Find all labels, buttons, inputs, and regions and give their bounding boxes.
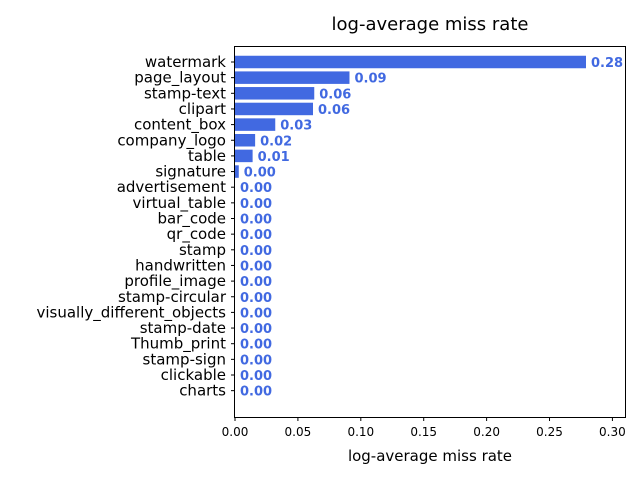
category-label: content_box [134, 116, 226, 135]
value-label: 0.00 [240, 275, 272, 290]
category-label: stamp [179, 241, 226, 259]
category-labels-group: watermarkpage_layoutstamp-textclipartcon… [36, 53, 235, 400]
bar-content_box [235, 118, 276, 131]
plot-area [234, 46, 626, 418]
category-label: page_layout [134, 69, 226, 88]
value-label: 0.00 [240, 338, 272, 353]
value-label: 0.00 [240, 353, 272, 368]
bar-stamp-text [235, 87, 315, 100]
x-axis-label: log-average miss rate [348, 447, 512, 465]
value-label: 0.02 [260, 134, 292, 149]
x-tick-label: 0.25 [536, 425, 563, 439]
category-label: advertisement [117, 178, 226, 196]
value-label: 0.03 [280, 119, 312, 134]
chart-title: log-average miss rate [332, 14, 529, 35]
value-label: 0.00 [240, 385, 272, 400]
value-label: 0.00 [240, 197, 272, 212]
category-label: bar_code [157, 210, 226, 229]
category-label: visually_different_objects [36, 303, 226, 322]
x-tick-label: 0.00 [222, 425, 249, 439]
x-tick-label: 0.30 [599, 425, 626, 439]
value-label: 0.09 [354, 72, 386, 87]
value-label: 0.01 [258, 150, 290, 165]
value-label: 0.00 [240, 369, 272, 384]
category-label: clickable [161, 366, 226, 384]
category-label: stamp-circular [118, 288, 227, 306]
category-label: clipart [179, 100, 226, 118]
bar-clipart [235, 102, 313, 116]
category-label: watermark [145, 53, 226, 71]
value-label: 0.06 [318, 103, 350, 118]
x-tick-label: 0.15 [410, 425, 437, 439]
category-label: Thumb_print [130, 335, 226, 354]
category-label: stamp-text [144, 84, 226, 102]
bar-page_layout [235, 71, 350, 84]
category-label: signature [155, 163, 226, 181]
category-label: stamp-sign [143, 350, 226, 368]
x-tick-label: 0.20 [473, 425, 500, 439]
value-label: 0.06 [319, 87, 351, 102]
value-label: 0.00 [244, 166, 276, 181]
value-label: 0.28 [591, 56, 623, 71]
value-label: 0.00 [240, 228, 272, 243]
category-label: qr_code [167, 225, 226, 244]
category-label: profile_image [124, 272, 226, 291]
value-labels-group: 0.280.090.060.060.030.020.010.000.000.00… [240, 56, 623, 400]
bars-group [235, 55, 586, 178]
value-label: 0.00 [240, 306, 272, 321]
category-label: stamp-date [140, 319, 226, 337]
category-label: charts [179, 382, 226, 400]
category-label: company_logo [117, 131, 226, 150]
category-label: table [188, 147, 226, 165]
value-label: 0.00 [240, 322, 272, 337]
value-label: 0.00 [240, 181, 272, 196]
value-label: 0.00 [240, 213, 272, 228]
x-tick-label: 0.05 [285, 425, 312, 439]
x-axis-ticks-group: 0.00 0.05 0.10 0.15 0.20 0.25 0.30 [222, 417, 626, 439]
category-label: virtual_table [133, 194, 226, 213]
category-label: handwritten [135, 256, 226, 274]
value-label: 0.00 [240, 291, 272, 306]
bar-signature [235, 165, 239, 178]
bar-table [235, 149, 253, 163]
value-label: 0.00 [240, 259, 272, 274]
bar-company_logo [235, 134, 256, 147]
value-label: 0.00 [240, 244, 272, 259]
bar-watermark [235, 55, 586, 69]
x-tick-label: 0.10 [347, 425, 374, 439]
